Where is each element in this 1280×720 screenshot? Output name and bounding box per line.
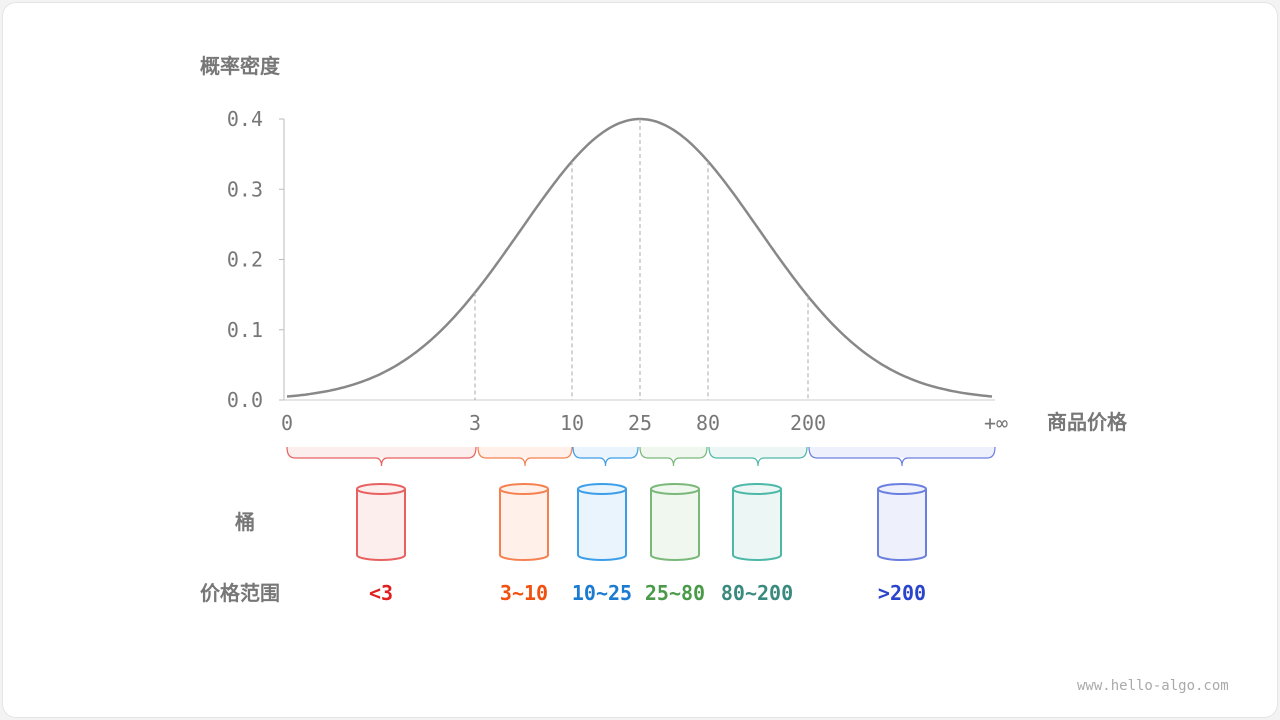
range-brace (286, 446, 477, 467)
range-brace (572, 446, 639, 467)
bucket-cylinder (356, 489, 406, 561)
y-axis-title: 概率密度 (200, 54, 281, 78)
bucket-cylinder (877, 489, 927, 561)
bucket-cylinder-top (499, 483, 549, 495)
y-tick-label: 0.0 (227, 388, 263, 412)
x-tick-label: 10 (560, 411, 584, 435)
brace-band (709, 447, 807, 458)
bucket-cylinder (499, 489, 549, 561)
bucket-row-label: 桶 (235, 510, 255, 534)
bucket-range-label: <3 (369, 581, 393, 605)
y-tick-label: 0.1 (227, 318, 263, 342)
y-tick-label: 0.2 (227, 248, 263, 272)
x-tick-label: 200 (790, 411, 826, 435)
watermark: www.hello-algo.com (1077, 678, 1229, 694)
range-row-label: 价格范围 (200, 581, 280, 605)
brace-band (573, 447, 638, 458)
x-tick-label: 80 (696, 411, 720, 435)
bucket-range-label: >200 (878, 581, 926, 605)
brace-band (640, 447, 707, 458)
bucket-cylinder-top (877, 483, 927, 495)
range-brace (477, 446, 573, 467)
bucket-cylinder (732, 489, 782, 561)
y-tick-label: 0.4 (227, 107, 263, 131)
bucket-cylinder (577, 489, 627, 561)
x-tick-label: 3 (469, 411, 481, 435)
bucket-range-label: 3~10 (500, 581, 548, 605)
bucket-cylinder (650, 489, 700, 561)
brace-band (287, 447, 476, 458)
bucket-range-label: 25~80 (645, 581, 705, 605)
bucket-cylinder-top (577, 483, 627, 495)
density-curve (286, 117, 993, 398)
range-brace (808, 446, 996, 467)
bucket-range-label: 80~200 (721, 581, 793, 605)
brace-band (809, 447, 995, 458)
range-brace (708, 446, 808, 467)
y-tick-label: 0.3 (227, 177, 263, 201)
bucket-range-label: 10~25 (572, 581, 632, 605)
bucket-cylinder-top (356, 483, 406, 495)
brace-band (478, 447, 572, 458)
bucket-cylinder-top (732, 483, 782, 495)
x-axis-title: 商品价格 (1047, 410, 1128, 434)
bucket-cylinder-top (650, 483, 700, 495)
x-tick-label: 0 (281, 411, 293, 435)
x-tick-label: 25 (628, 411, 652, 435)
range-brace (639, 446, 708, 467)
x-tick-label: +∞ (984, 411, 1008, 435)
